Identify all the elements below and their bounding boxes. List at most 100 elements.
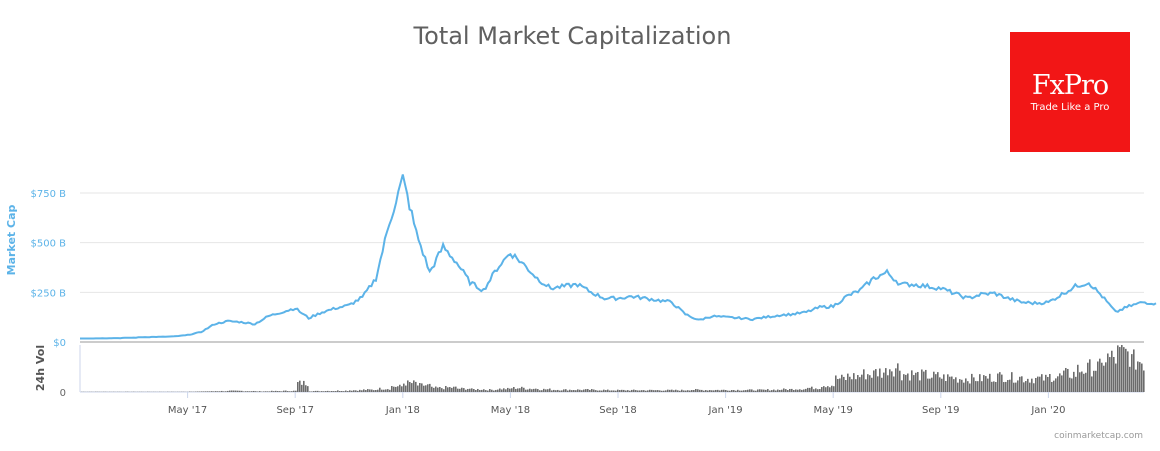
volume-bar (387, 389, 389, 392)
volume-bar (205, 391, 207, 392)
volume-bar (279, 391, 281, 392)
volume-bar (365, 390, 367, 392)
volume-bar (655, 390, 657, 392)
volume-bar (1047, 376, 1049, 392)
volume-bar (419, 382, 421, 392)
volume-bar (351, 390, 353, 392)
volume-bar (565, 389, 567, 392)
volume-bar (729, 390, 731, 392)
volume-bar (437, 387, 439, 392)
volume-bar (631, 389, 633, 392)
volume-bar (441, 388, 443, 392)
volume-bar (947, 374, 949, 392)
volume-bar (601, 390, 603, 392)
fxpro-logo[interactable]: FxPro Trade Like a Pro (1010, 32, 1130, 152)
volume-bar (703, 390, 705, 392)
volume-bar (951, 376, 953, 392)
volume-bar (491, 389, 493, 392)
volume-bar (567, 390, 569, 392)
volume-bar (823, 386, 825, 392)
volume-bar (1109, 357, 1111, 392)
x-tick-label: Sep '19 (922, 405, 960, 416)
volume-bar (715, 389, 717, 392)
volume-bar (853, 373, 855, 392)
volume-bar (341, 390, 343, 392)
volume-bar (229, 390, 231, 392)
volume-bar (721, 389, 723, 392)
volume-bar (227, 390, 229, 392)
volume-bar (975, 381, 977, 392)
volume-bar (1103, 365, 1105, 392)
volume-bar (293, 390, 295, 392)
volume-bar (903, 374, 905, 392)
volume-bar (1067, 368, 1069, 392)
volume-bar (1115, 363, 1117, 392)
volume-bar (535, 388, 537, 392)
volume-bar (525, 389, 527, 392)
volume-bar (1133, 349, 1135, 392)
volume-bar (557, 389, 559, 392)
volume-bar (273, 391, 275, 392)
volume-bar (799, 389, 801, 392)
volume-bar (513, 387, 515, 392)
volume-bar (1019, 376, 1021, 392)
volume-bar (819, 389, 821, 392)
volume-bar (561, 390, 563, 392)
volume-bar (241, 390, 243, 392)
volume-bar (1127, 351, 1129, 392)
volume-bar (355, 390, 357, 392)
volume-bar (913, 375, 915, 392)
volume-bar (621, 389, 623, 392)
volume-bar (683, 390, 685, 392)
volume-bar (945, 381, 947, 392)
logo-brand: FxPro (1031, 70, 1109, 101)
volume-bar (591, 389, 593, 392)
volume-bar (299, 380, 301, 392)
volume-bar (675, 389, 677, 392)
volume-bar (1051, 381, 1053, 392)
volume-bar (417, 385, 419, 392)
credit-link[interactable]: coinmarketcap.com (1054, 431, 1143, 441)
volume-bar (1029, 382, 1031, 392)
volume-bar (1069, 377, 1071, 392)
x-tick-label: Sep '17 (276, 405, 314, 416)
logo-tagline: Trade Like a Pro (1030, 102, 1110, 113)
volume-bar (641, 390, 643, 392)
volume-bar (829, 387, 831, 392)
volume-bar (905, 374, 907, 392)
volume-bar (1105, 362, 1107, 392)
volume-bar (1015, 382, 1017, 392)
x-tick-label: May '19 (814, 405, 853, 416)
volume-bar (403, 383, 405, 392)
volume-bar (963, 382, 965, 392)
volume-bar (755, 390, 757, 392)
volume-bar (959, 379, 961, 392)
volume-bar (217, 391, 219, 392)
volume-bar (433, 387, 435, 392)
volume-bar (353, 390, 355, 392)
volume-bar (213, 391, 215, 392)
volume-bar (1139, 362, 1141, 392)
volume-bar (449, 387, 451, 392)
volume-bar (1021, 376, 1023, 392)
volume-bar (909, 380, 911, 392)
volume-bar (463, 388, 465, 392)
volume-bar (719, 390, 721, 392)
volume-bar (305, 385, 307, 392)
volume-bar (1027, 378, 1029, 392)
volume-bar (877, 376, 879, 392)
volume-bar (267, 391, 269, 392)
y-tick-label: $500 B (31, 239, 67, 250)
volume-bar (685, 390, 687, 392)
volume-bar (949, 376, 951, 392)
volume-bar (647, 390, 649, 392)
volume-bar (907, 373, 909, 392)
volume-bar (285, 390, 287, 392)
volume-bar (1041, 374, 1043, 392)
volume-bar (371, 389, 373, 392)
volume-bar (369, 389, 371, 392)
volume-bar (1101, 362, 1103, 392)
volume-bar (807, 387, 809, 392)
volume-bar (1025, 381, 1027, 392)
